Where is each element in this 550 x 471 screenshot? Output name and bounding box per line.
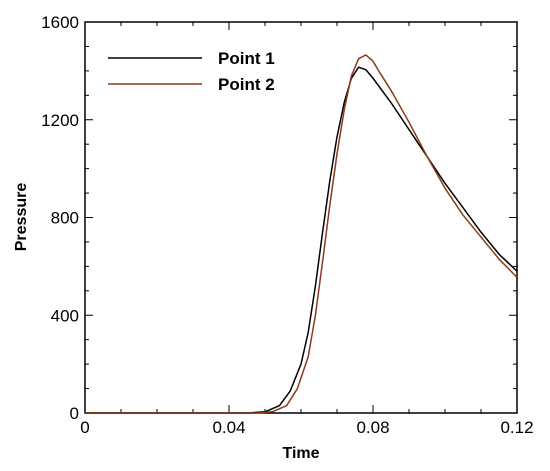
x-tick-label: 0.04 xyxy=(212,418,245,437)
plot-frame xyxy=(84,21,518,414)
x-axis-title: Time xyxy=(282,445,319,462)
axis-ticks xyxy=(84,21,518,414)
x-tick-label: 0.12 xyxy=(500,418,533,437)
y-tick-label: 800 xyxy=(51,209,79,228)
y-tick-label: 400 xyxy=(51,306,79,325)
series-line-2 xyxy=(85,54,518,414)
series-line-1 xyxy=(85,66,518,414)
x-tick-label: 0 xyxy=(80,418,89,437)
y-tick-label: 1200 xyxy=(41,111,79,130)
y-tick-label: 1600 xyxy=(41,13,79,32)
series-lines xyxy=(85,54,518,414)
x-tick-label: 0.08 xyxy=(356,418,389,437)
legend-label-1: Point 1 xyxy=(218,49,275,68)
legend: Point 1 Point 2 xyxy=(108,49,275,94)
y-axis-title: Pressure xyxy=(13,183,30,252)
y-tick-label: 0 xyxy=(70,404,79,423)
axis-tick-labels: 0 0.04 0.08 0.12 0 400 800 1200 1600 xyxy=(41,13,533,437)
legend-label-2: Point 2 xyxy=(218,75,275,94)
